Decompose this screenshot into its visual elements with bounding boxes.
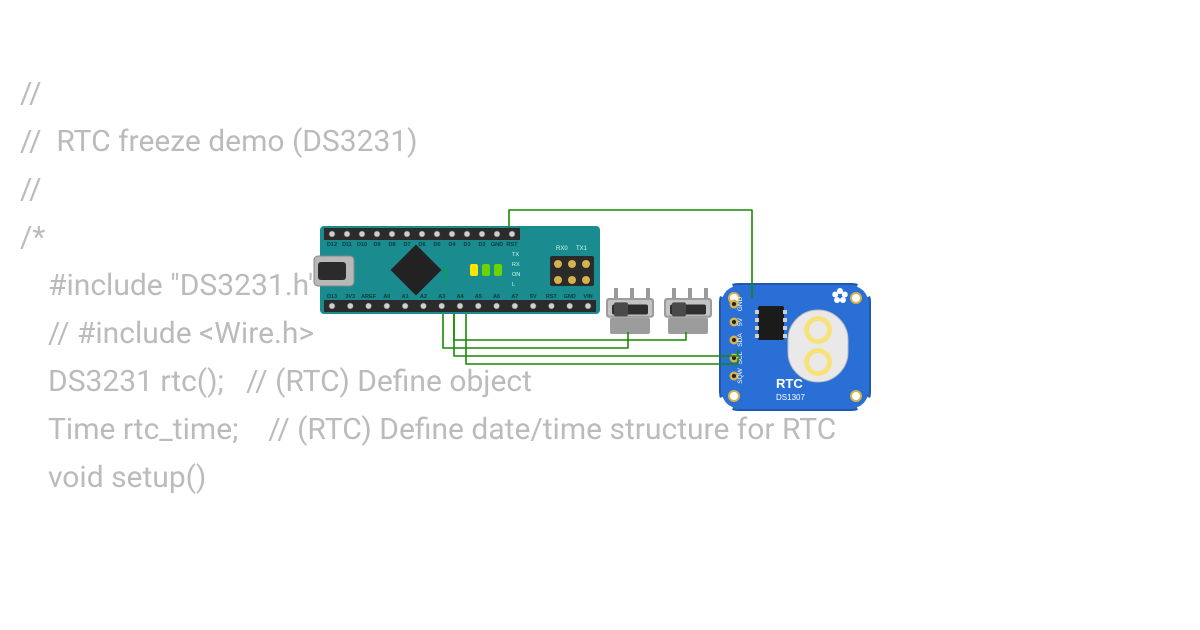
code-line: // <box>20 166 1180 214</box>
code-line: #include "DS3231.h" // (RTC <box>20 262 1180 310</box>
code-line: /* <box>20 214 1180 262</box>
code-line: // RTC freeze demo (DS3231) <box>20 118 1180 166</box>
code-line: // <box>20 70 1180 118</box>
code-line: // #include <Wire.h> <box>20 310 1180 358</box>
code-line: Time rtc_time; // (RTC) Define date/time… <box>20 406 1180 454</box>
code-background: //// RTC freeze demo (DS3231)///*#includ… <box>0 0 1200 630</box>
code-line: void setup() <box>20 454 1180 502</box>
code-line: DS3231 rtc(); // (RTC) Define object <box>20 358 1180 406</box>
